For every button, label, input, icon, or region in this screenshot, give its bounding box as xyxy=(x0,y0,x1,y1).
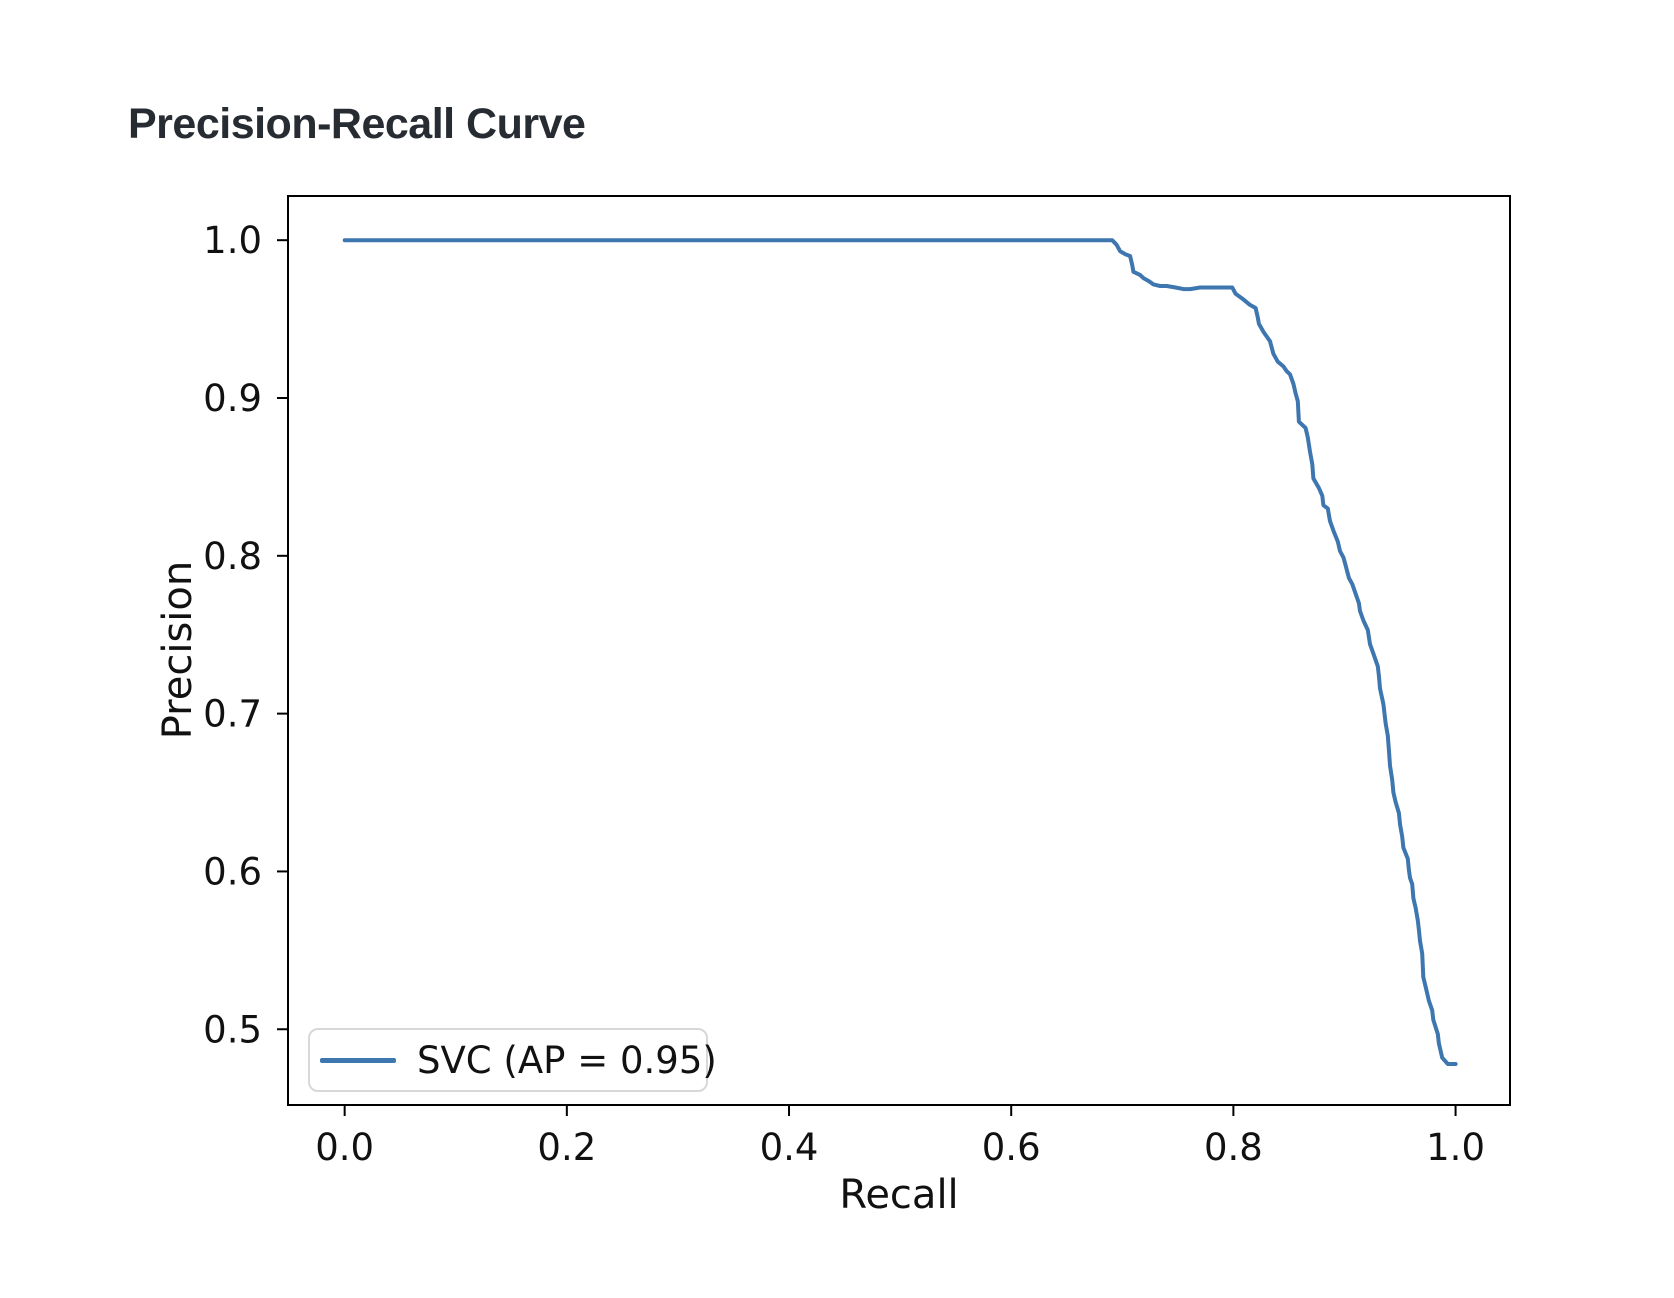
x-axis-label: Recall xyxy=(839,1172,959,1218)
legend: SVC (AP = 0.95) xyxy=(308,1028,717,1092)
chart-title: Precision-Recall Curve xyxy=(128,100,586,148)
y-tick-label: 0.5 xyxy=(203,1008,262,1051)
y-tick-label: 0.6 xyxy=(203,850,262,893)
x-tick-label: 0.2 xyxy=(537,1126,596,1169)
pr-curve-line xyxy=(342,238,1458,1066)
y-tick-label: 0.7 xyxy=(203,693,262,736)
y-tick-label: 1.0 xyxy=(203,219,262,262)
x-tick-label: 0.0 xyxy=(315,1126,374,1169)
x-tick-label: 0.6 xyxy=(982,1126,1041,1169)
legend-label: SVC (AP = 0.95) xyxy=(417,1038,717,1082)
y-tick-label: 0.9 xyxy=(203,377,262,420)
x-tick-label: 0.4 xyxy=(760,1126,819,1169)
plot-spines xyxy=(287,195,1511,1106)
x-tick-label: 0.8 xyxy=(1204,1126,1263,1169)
y-tick-label: 0.8 xyxy=(203,535,262,578)
legend-line-sample xyxy=(320,1057,396,1063)
x-tick-label: 1.0 xyxy=(1426,1126,1485,1169)
y-axis-label: Precision xyxy=(155,560,201,740)
